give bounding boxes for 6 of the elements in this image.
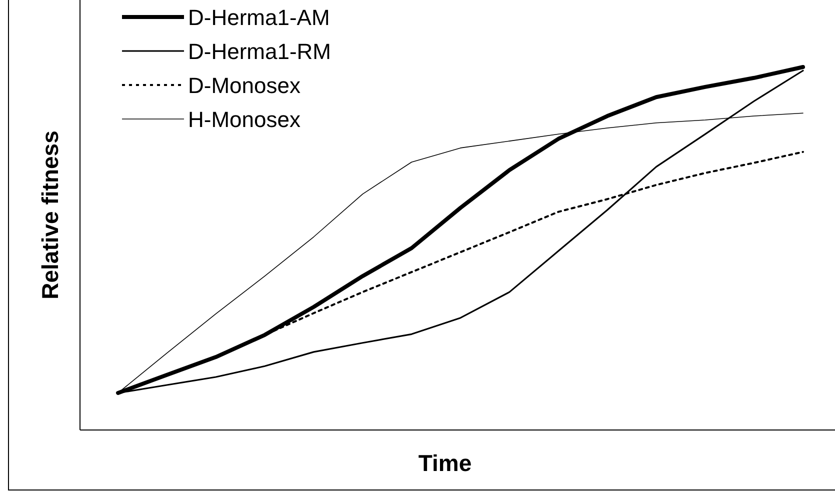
legend-label: D-Herma1-AM bbox=[188, 5, 330, 30]
y-axis-title: Relative fitness bbox=[37, 130, 63, 300]
legend-label: H-Monosex bbox=[188, 107, 300, 132]
legend-label: D-Herma1-RM bbox=[188, 39, 331, 64]
x-axis-title: Time bbox=[418, 450, 472, 476]
legend-label: D-Monosex bbox=[188, 73, 300, 98]
